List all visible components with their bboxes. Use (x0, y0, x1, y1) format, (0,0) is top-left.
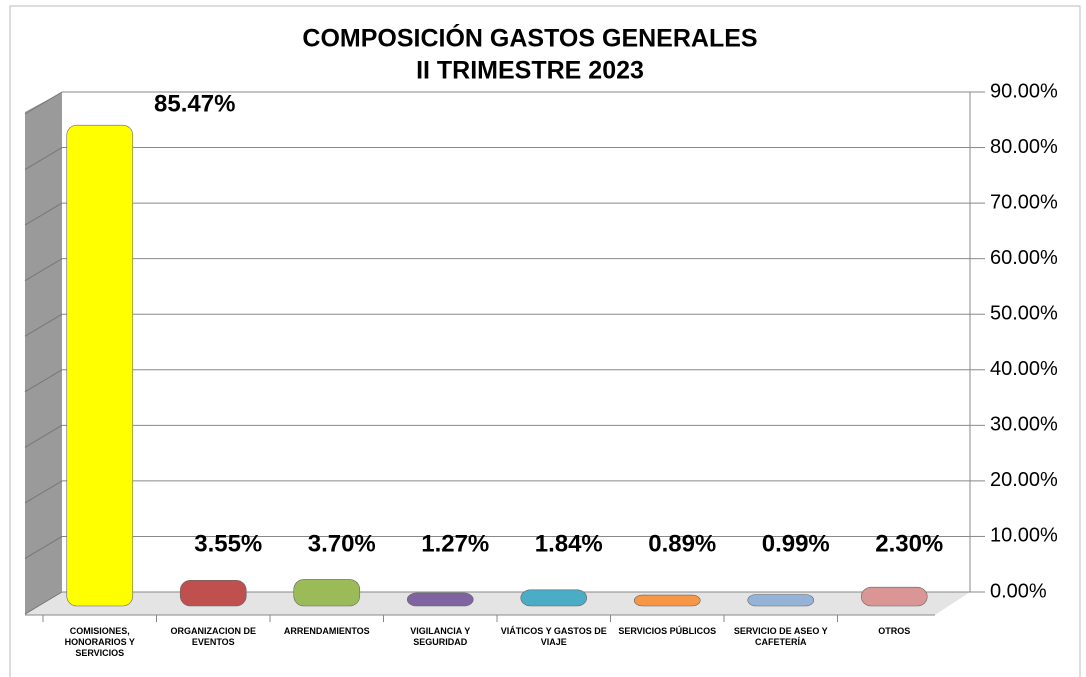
floor (25, 592, 970, 615)
side-grid-line (24, 91, 63, 115)
side-grid-line (24, 313, 63, 337)
y-tick-label: 90.00% (990, 80, 1058, 102)
side-grid-line (24, 202, 63, 226)
bar (293, 579, 361, 607)
bar (860, 586, 928, 607)
side-grid-line (24, 369, 63, 393)
side-grid-line (24, 147, 63, 170)
x-tick-label: VIGILANCIA Y SEGURIDAD (410, 626, 471, 647)
value-label: 1.27% (421, 530, 489, 557)
chart-title: COMPOSICIÓN GASTOS GENERALES (302, 23, 757, 53)
value-label: 3.70% (308, 530, 376, 557)
y-tick-label: 0.00% (990, 580, 1047, 602)
bar (406, 592, 474, 607)
value-label: 0.89% (648, 530, 716, 557)
side-grid-line (24, 591, 63, 615)
x-tick-label: ORGANIZACION DE EVENTOS (170, 626, 257, 647)
y-tick-label: 40.00% (990, 358, 1058, 380)
value-label: 0.99% (762, 530, 830, 557)
y-tick-label: 30.00% (990, 414, 1058, 436)
side-grid-line (24, 536, 63, 559)
bar (520, 589, 588, 607)
x-tick-label: SERVICIOS PÚBLICOS (618, 626, 717, 636)
x-tick-label: ARRENDAMIENTOS (283, 626, 370, 636)
y-tick-label: 10.00% (990, 525, 1058, 547)
side-wall (25, 92, 62, 615)
y-tick-label: 20.00% (990, 469, 1058, 491)
bar (66, 124, 134, 607)
y-tick-label: 50.00% (990, 303, 1058, 325)
chart-border (9, 5, 1081, 677)
x-tick-label: SERVICIO DE ASEO Y CAFETERÍA (733, 626, 828, 647)
value-label: 85.47% (154, 91, 235, 118)
value-label: 1.84% (535, 530, 603, 557)
bar (633, 594, 701, 607)
bar (179, 579, 247, 607)
x-tick-label: COMISIONES, HONORARIOS Y SERVICIOS (64, 626, 135, 658)
value-label: 3.55% (194, 530, 262, 557)
chart-subtitle: II TRIMESTRE 2023 (416, 57, 644, 85)
y-tick-label: 60.00% (990, 247, 1058, 269)
value-label: 2.30% (875, 530, 943, 557)
side-grid-line (24, 480, 63, 504)
side-grid-line (24, 258, 63, 282)
bar (747, 594, 815, 607)
x-tick-label: OTROS (878, 626, 911, 636)
x-tick-label: VIÁTICOS Y GASTOS DE VIAJE (500, 626, 607, 647)
y-tick-label: 80.00% (990, 136, 1058, 158)
side-grid-line (24, 424, 63, 448)
y-tick-label: 70.00% (990, 191, 1058, 213)
